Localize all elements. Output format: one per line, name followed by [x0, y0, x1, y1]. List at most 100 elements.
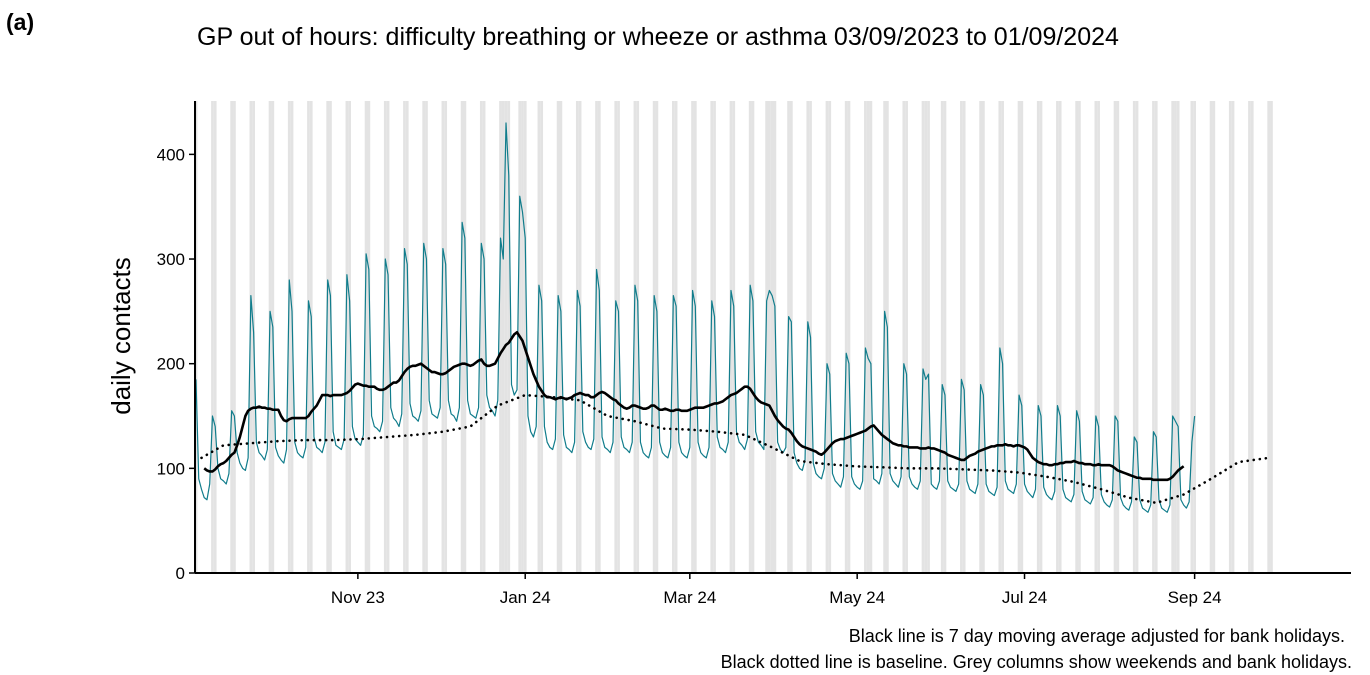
y-tick-label: 300	[157, 250, 185, 269]
shaded-day	[507, 101, 511, 573]
shaded-day	[460, 101, 464, 573]
shaded-day	[1056, 101, 1059, 573]
shaded-day	[729, 101, 733, 573]
shaded-day	[844, 101, 848, 573]
shaded-day	[425, 101, 428, 573]
shaded-day	[847, 101, 851, 573]
shaded-day	[575, 101, 579, 573]
x-tick-label: Sep 24	[1168, 588, 1222, 607]
shaded-day	[463, 101, 467, 573]
panel-label: (a)	[6, 9, 34, 35]
footnote: Black line is 7 day moving average adjus…	[849, 626, 1345, 646]
shaded-day	[578, 101, 582, 573]
shaded-day	[921, 101, 925, 573]
y-axis-label: daily contacts	[106, 257, 136, 415]
shaded-day	[960, 101, 963, 573]
shaded-day	[345, 101, 349, 573]
x-tick-label: May 24	[829, 588, 885, 607]
shaded-day	[307, 101, 310, 573]
shaded-day	[1171, 101, 1175, 573]
shaded-day	[979, 101, 983, 573]
shaded-day	[1228, 101, 1232, 573]
y-tick-label: 0	[176, 564, 185, 583]
shaded-day	[1039, 101, 1043, 573]
shaded-day	[765, 101, 769, 573]
shaded-day	[768, 101, 771, 573]
shaded-day	[943, 101, 947, 573]
shaded-day	[597, 101, 601, 573]
shaded-day	[671, 101, 675, 573]
shaded-day	[982, 101, 985, 573]
shaded-day	[1270, 101, 1273, 573]
shaded-day	[1113, 101, 1117, 573]
shaded-day	[693, 101, 697, 573]
shaded-day	[1176, 101, 1180, 573]
axes: 0 100 200 300 400 Nov 23 Jan 24 Mar 24 May 24 Jul…	[157, 101, 1351, 607]
shaded-day	[230, 101, 234, 573]
shaded-day	[1154, 101, 1158, 573]
shaded-day	[751, 101, 755, 573]
shaded-day	[329, 101, 332, 573]
shaded-day	[940, 101, 944, 573]
shaded-day	[1078, 101, 1081, 573]
shaded-day	[732, 101, 736, 573]
shaded-day	[367, 101, 371, 573]
shaded-day	[636, 101, 640, 573]
y-tick-label: 100	[157, 459, 185, 478]
shaded-day	[1017, 101, 1021, 573]
shaded-day	[962, 101, 966, 573]
shaded-day	[1193, 101, 1196, 573]
shaded-day	[905, 101, 908, 573]
shaded-day	[864, 101, 867, 573]
shaded-day	[444, 101, 448, 573]
y-tick-label: 400	[157, 145, 185, 164]
shaded-day	[710, 101, 714, 573]
shaded-day	[422, 101, 426, 573]
shaded-day	[770, 101, 774, 573]
shaded-day	[1001, 101, 1004, 573]
shaded-day	[773, 101, 777, 573]
shaded-day	[326, 101, 330, 573]
shaded-day	[540, 101, 544, 573]
shaded-day	[1190, 101, 1194, 573]
shaded-day	[1094, 101, 1098, 573]
series-line	[200, 393, 1270, 505]
shaded-day	[287, 101, 291, 573]
shaded-day	[1209, 101, 1213, 573]
shaded-day	[482, 101, 486, 573]
shaded-day	[348, 101, 352, 573]
footnote: Black dotted line is baseline. Grey colu…	[721, 652, 1352, 672]
x-tick-label: Jul 24	[1002, 588, 1047, 607]
shaded-day	[479, 101, 483, 573]
shaded-day	[501, 101, 505, 573]
shaded-day	[633, 101, 637, 573]
shaded-day	[441, 101, 445, 573]
shaded-day	[1058, 101, 1062, 573]
shaded-day	[1152, 101, 1155, 573]
shaded-day	[211, 101, 214, 573]
shaded-day	[249, 101, 253, 573]
x-tick-label: Nov 23	[331, 588, 385, 607]
shaded-day	[233, 101, 236, 573]
shaded-day	[537, 101, 541, 573]
shaded-day	[1174, 101, 1177, 573]
shaded-day	[998, 101, 1002, 573]
shaded-day	[614, 101, 618, 573]
shaded-day	[902, 101, 906, 573]
shaded-day	[1075, 101, 1079, 573]
shaded-day	[383, 101, 387, 573]
shaded-day	[499, 101, 502, 573]
shaded-day	[1231, 101, 1235, 573]
plot-lines	[195, 122, 1270, 513]
shaded-day	[1135, 101, 1139, 573]
shaded-day	[1212, 101, 1216, 573]
shaded-day	[748, 101, 752, 573]
shaded-day	[521, 101, 524, 573]
shaded-day	[691, 101, 694, 573]
shaded-day	[1250, 101, 1254, 573]
shaded-day	[652, 101, 656, 573]
shaded-day	[1036, 101, 1040, 573]
x-tick-label: Jan 24	[500, 588, 551, 607]
shaded-day	[595, 101, 598, 573]
